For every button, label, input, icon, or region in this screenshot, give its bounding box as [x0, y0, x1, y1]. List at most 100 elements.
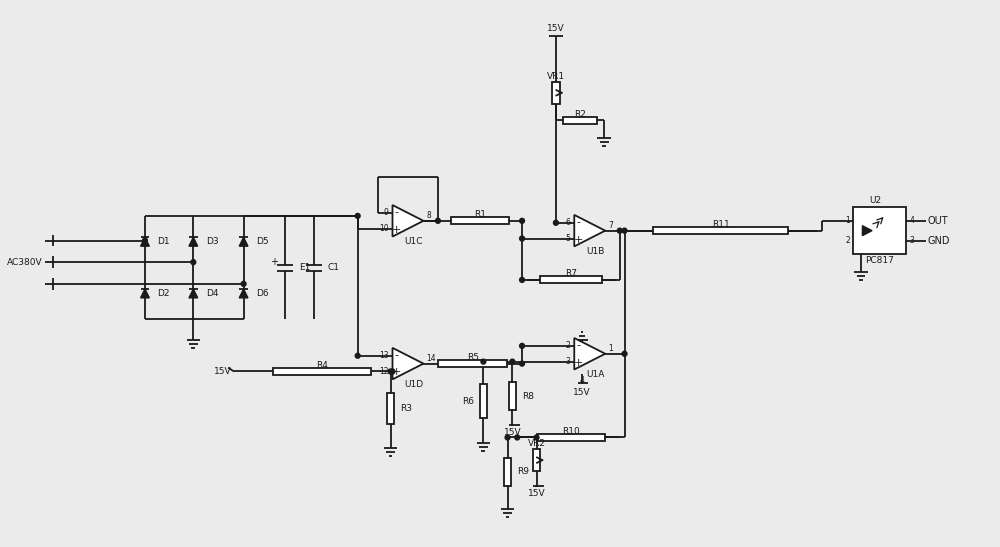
- Polygon shape: [189, 237, 198, 246]
- Text: -: -: [576, 340, 580, 350]
- Text: 5: 5: [566, 234, 570, 243]
- Circle shape: [622, 228, 627, 233]
- FancyBboxPatch shape: [563, 117, 597, 124]
- Circle shape: [505, 435, 510, 440]
- Text: U1D: U1D: [404, 380, 423, 389]
- Text: +: +: [392, 368, 401, 377]
- Text: R2: R2: [574, 110, 586, 119]
- Text: 13: 13: [379, 351, 389, 360]
- Polygon shape: [574, 215, 605, 246]
- Text: D2: D2: [158, 289, 170, 298]
- Text: +: +: [573, 358, 583, 368]
- Text: R7: R7: [565, 270, 577, 278]
- FancyBboxPatch shape: [273, 368, 371, 375]
- Text: 7: 7: [608, 221, 613, 230]
- Text: D6: D6: [256, 289, 269, 298]
- Polygon shape: [574, 338, 605, 370]
- Text: -: -: [394, 350, 398, 360]
- FancyBboxPatch shape: [438, 360, 507, 367]
- Text: 15V: 15V: [573, 388, 591, 397]
- Circle shape: [355, 213, 360, 218]
- Text: 8: 8: [426, 211, 431, 220]
- Text: 3: 3: [909, 236, 914, 245]
- Text: AC380V: AC380V: [7, 258, 42, 267]
- Text: +: +: [573, 235, 583, 245]
- Text: R10: R10: [562, 427, 580, 436]
- Text: U1B: U1B: [586, 247, 605, 256]
- Circle shape: [515, 435, 520, 440]
- Text: D5: D5: [256, 237, 269, 246]
- Circle shape: [617, 228, 622, 233]
- FancyBboxPatch shape: [387, 393, 394, 424]
- Text: R3: R3: [400, 404, 412, 413]
- Text: R1: R1: [474, 211, 486, 219]
- Text: 15V: 15V: [528, 489, 545, 498]
- Text: 12: 12: [379, 367, 389, 376]
- Circle shape: [436, 218, 440, 223]
- Polygon shape: [239, 289, 248, 298]
- FancyBboxPatch shape: [504, 458, 511, 486]
- Text: C1: C1: [328, 263, 340, 272]
- Text: 10: 10: [379, 224, 389, 233]
- Text: GND: GND: [928, 236, 950, 246]
- Text: D1: D1: [158, 237, 170, 246]
- Circle shape: [510, 359, 515, 364]
- Circle shape: [622, 351, 627, 356]
- Circle shape: [355, 353, 360, 358]
- Text: 9: 9: [384, 208, 389, 218]
- Circle shape: [534, 435, 539, 440]
- Text: 15V: 15V: [214, 367, 232, 376]
- Polygon shape: [392, 205, 423, 236]
- Text: 2: 2: [846, 236, 850, 245]
- FancyBboxPatch shape: [540, 276, 602, 283]
- Circle shape: [520, 218, 524, 223]
- Bar: [552, 82, 560, 103]
- FancyBboxPatch shape: [451, 217, 509, 224]
- Text: E1: E1: [299, 263, 310, 272]
- Text: 6: 6: [566, 218, 570, 228]
- Text: PC817: PC817: [865, 255, 894, 265]
- Polygon shape: [392, 348, 423, 380]
- Circle shape: [520, 236, 524, 241]
- Text: U2: U2: [869, 196, 881, 205]
- FancyBboxPatch shape: [480, 384, 487, 418]
- Text: R11: R11: [712, 220, 730, 229]
- Text: -: -: [394, 207, 398, 217]
- Text: R9: R9: [517, 468, 529, 476]
- Text: 3: 3: [566, 357, 570, 366]
- Circle shape: [481, 359, 486, 364]
- Circle shape: [241, 281, 246, 286]
- Text: 1: 1: [846, 216, 850, 225]
- Circle shape: [390, 369, 395, 374]
- Polygon shape: [141, 237, 149, 246]
- Circle shape: [191, 260, 196, 265]
- Circle shape: [520, 277, 524, 282]
- FancyBboxPatch shape: [509, 382, 516, 410]
- Polygon shape: [141, 289, 149, 298]
- Text: VR2: VR2: [528, 439, 546, 448]
- Text: OUT: OUT: [928, 216, 948, 226]
- Circle shape: [520, 344, 524, 348]
- Text: -: -: [576, 217, 580, 227]
- Text: R5: R5: [467, 353, 479, 362]
- Text: 15V: 15V: [547, 24, 565, 33]
- Text: R4: R4: [316, 361, 328, 370]
- FancyBboxPatch shape: [537, 434, 605, 441]
- Text: VR1: VR1: [547, 72, 565, 80]
- Circle shape: [553, 220, 558, 225]
- Text: 15V: 15V: [504, 428, 521, 437]
- Text: D4: D4: [206, 289, 218, 298]
- Text: R6: R6: [462, 397, 474, 405]
- Bar: [853, 207, 906, 254]
- Text: 14: 14: [426, 354, 436, 363]
- Text: 4: 4: [580, 376, 584, 385]
- Circle shape: [520, 361, 524, 366]
- Bar: [533, 449, 540, 471]
- Polygon shape: [189, 289, 198, 298]
- Text: 4: 4: [909, 216, 914, 225]
- Text: 2: 2: [566, 341, 570, 351]
- Text: +: +: [392, 225, 401, 235]
- Circle shape: [143, 238, 147, 243]
- Polygon shape: [862, 226, 872, 236]
- Text: U1C: U1C: [405, 237, 423, 246]
